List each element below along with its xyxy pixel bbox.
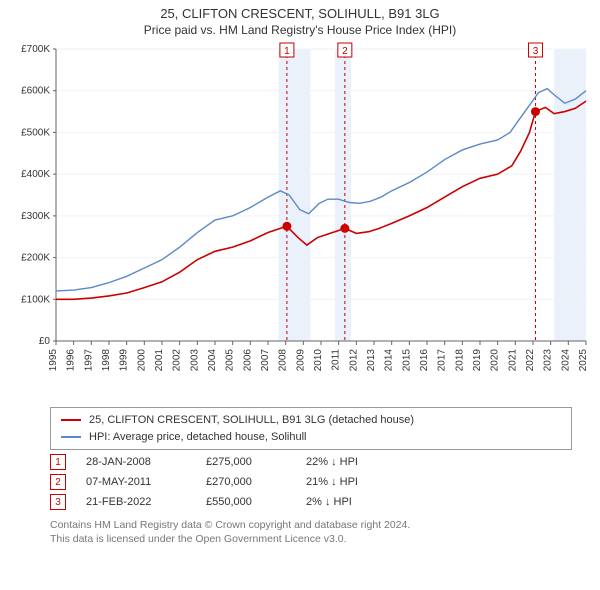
svg-text:2013: 2013 [366, 349, 377, 372]
svg-text:2025: 2025 [578, 349, 589, 372]
svg-text:2006: 2006 [242, 349, 253, 372]
svg-text:1995: 1995 [48, 349, 59, 372]
footer-attribution: Contains HM Land Registry data © Crown c… [50, 518, 572, 546]
svg-text:2020: 2020 [490, 349, 501, 372]
svg-text:2023: 2023 [543, 349, 554, 372]
price-chart: £0 £100K £200K £300K £400K £500K £600K £700K 199… [8, 41, 592, 401]
svg-text:2005: 2005 [225, 349, 236, 372]
marker-box-3: 3 [50, 494, 66, 510]
svg-text:2019: 2019 [472, 349, 483, 372]
legend-label-hpi: HPI: Average price, detached house, Soli… [89, 429, 307, 446]
sale-date: 21-FEB-2022 [86, 496, 186, 508]
svg-text:2003: 2003 [189, 349, 200, 372]
svg-text:1: 1 [284, 46, 290, 57]
svg-text:£600K: £600K [21, 86, 50, 97]
svg-text:£300K: £300K [21, 211, 50, 222]
svg-text:2004: 2004 [207, 349, 218, 372]
svg-text:2021: 2021 [507, 349, 518, 372]
sale-delta: 2% ↓ HPI [306, 496, 406, 508]
sale-price: £270,000 [206, 476, 286, 488]
legend-swatch-price-paid [61, 419, 81, 421]
svg-text:2000: 2000 [136, 349, 147, 372]
svg-text:2009: 2009 [295, 349, 306, 372]
svg-text:2010: 2010 [313, 349, 324, 372]
svg-text:2: 2 [342, 46, 348, 57]
svg-text:£200K: £200K [21, 253, 50, 264]
sale-date: 07-MAY-2011 [86, 476, 186, 488]
sale-date: 28-JAN-2008 [86, 456, 186, 468]
svg-text:3: 3 [533, 46, 539, 57]
svg-text:1998: 1998 [101, 349, 112, 372]
title-block: 25, CLIFTON CRESCENT, SOLIHULL, B91 3LG … [8, 6, 592, 37]
legend-row-price-paid: 25, CLIFTON CRESCENT, SOLIHULL, B91 3LG … [61, 412, 561, 429]
svg-text:£700K: £700K [21, 44, 50, 55]
sale-price: £550,000 [206, 496, 286, 508]
svg-text:£500K: £500K [21, 127, 50, 138]
title-subtitle: Price paid vs. HM Land Registry's House … [8, 23, 592, 37]
svg-text:2012: 2012 [348, 349, 359, 372]
sale-price: £275,000 [206, 456, 286, 468]
svg-text:1999: 1999 [119, 349, 130, 372]
table-row: 3 21-FEB-2022 £550,000 2% ↓ HPI [50, 494, 572, 510]
svg-text:2001: 2001 [154, 349, 165, 372]
svg-text:2024: 2024 [560, 349, 571, 372]
svg-text:£0: £0 [39, 336, 51, 347]
marker-box-1: 1 [50, 454, 66, 470]
svg-text:2017: 2017 [437, 349, 448, 372]
footer-line1: Contains HM Land Registry data © Crown c… [50, 518, 572, 532]
legend-swatch-hpi [61, 436, 81, 438]
table-row: 1 28-JAN-2008 £275,000 22% ↓ HPI [50, 454, 572, 470]
footer-line2: This data is licensed under the Open Gov… [50, 532, 572, 546]
sale-points-table: 1 28-JAN-2008 £275,000 22% ↓ HPI 2 07-MA… [50, 454, 572, 510]
sale-delta: 21% ↓ HPI [306, 476, 406, 488]
svg-text:2018: 2018 [454, 349, 465, 372]
svg-text:2007: 2007 [260, 349, 271, 372]
marker-box-2: 2 [50, 474, 66, 490]
svg-text:£100K: £100K [21, 294, 50, 305]
svg-text:1996: 1996 [66, 349, 77, 372]
svg-text:2014: 2014 [384, 349, 395, 372]
svg-text:2022: 2022 [525, 349, 536, 372]
svg-text:2016: 2016 [419, 349, 430, 372]
svg-text:1997: 1997 [83, 349, 94, 372]
legend-label-price-paid: 25, CLIFTON CRESCENT, SOLIHULL, B91 3LG … [89, 412, 414, 429]
table-row: 2 07-MAY-2011 £270,000 21% ↓ HPI [50, 474, 572, 490]
svg-text:2011: 2011 [331, 349, 342, 371]
sale-delta: 22% ↓ HPI [306, 456, 406, 468]
svg-text:£400K: £400K [21, 169, 50, 180]
svg-text:2015: 2015 [401, 349, 412, 372]
legend-row-hpi: HPI: Average price, detached house, Soli… [61, 429, 561, 446]
title-address: 25, CLIFTON CRESCENT, SOLIHULL, B91 3LG [8, 6, 592, 21]
svg-text:2008: 2008 [278, 349, 289, 372]
legend: 25, CLIFTON CRESCENT, SOLIHULL, B91 3LG … [50, 407, 572, 450]
svg-text:2002: 2002 [172, 349, 183, 372]
